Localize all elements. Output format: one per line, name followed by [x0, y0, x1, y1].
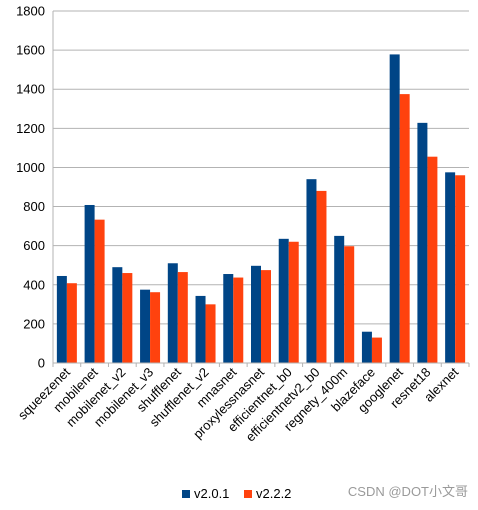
y-tick-label: 0: [38, 356, 45, 371]
bar-v2-0-1-alexnet: [445, 172, 456, 363]
y-tick-label: 800: [23, 199, 45, 214]
bar-v2-0-1-squeezenet: [56, 275, 67, 363]
bar-v2-2-2-mobilenet-v2: [122, 273, 133, 363]
bar-v2-2-2-resnet18: [427, 156, 438, 363]
bar-v2-0-1-googlenet: [389, 54, 400, 364]
y-tick-label: 1000: [16, 160, 45, 175]
legend-label: v2.2.2: [256, 486, 291, 501]
y-tick-label: 1800: [16, 4, 45, 19]
legend-swatch: [244, 490, 252, 498]
bar-v2-0-1-proxylessnasnet: [251, 265, 261, 363]
watermark-text: CSDN @DOT小文哥: [348, 484, 468, 499]
bar-v2-2-2-mobilenet-v3: [150, 292, 161, 363]
bar-v2-0-1-mobilenet-v2: [112, 267, 123, 363]
bar-v2-0-1-resnet18: [417, 122, 428, 363]
bar-v2-0-1-mobilenet: [84, 204, 95, 363]
x-axis-category-labels: squeezenetmobilenetmobilenet_v2mobilenet…: [15, 364, 462, 444]
legend-label: v2.0.1: [194, 486, 229, 501]
bar-v2-2-2-googlenet: [399, 94, 410, 363]
y-tick-label: 400: [23, 277, 45, 292]
bar-v2-2-2-shufflenet: [177, 272, 188, 363]
y-tick-label: 1200: [16, 121, 45, 136]
bar-v2-2-2-alexnet: [455, 175, 466, 363]
bar-v2-2-2-shufflenet-v2: [205, 304, 216, 363]
y-tick-label: 1400: [16, 82, 45, 97]
bar-v2-2-2-mobilenet: [94, 219, 105, 363]
bars: [56, 54, 466, 364]
y-axis-tick-labels: 0 200 400 600 800 1000 1200 1400 1600 1800: [16, 4, 45, 371]
axes: [52, 11, 470, 367]
legend-swatch: [182, 490, 190, 498]
bar-v2-2-2-efficientnet-b0: [288, 241, 299, 363]
bar-v2-2-2-proxylessnasnet: [261, 270, 271, 363]
y-tick-label: 200: [23, 316, 45, 331]
bar-v2-2-2-blazeface: [371, 337, 382, 363]
bar-v2-0-1-efficientnetv2-b0: [306, 179, 317, 363]
bar-v2-0-1-blazeface: [361, 331, 372, 363]
bar-v2-0-1-shufflenet-v2: [195, 295, 206, 363]
y-tick-label: 600: [23, 238, 45, 253]
bar-v2-0-1-regnety-400m: [334, 235, 345, 363]
bar-v2-0-1-mnasnet: [223, 274, 234, 363]
bar-v2-0-1-shufflenet: [167, 263, 178, 363]
bar-v2-2-2-efficientnetv2-b0: [316, 190, 327, 363]
bar-v2-2-2-regnety-400m: [344, 246, 355, 363]
legend: v2.0.1 v2.2.2: [182, 486, 291, 501]
bar-v2-2-2-squeezenet: [66, 283, 77, 363]
y-tick-label: 1600: [16, 43, 45, 58]
bar-v2-0-1-mobilenet-v3: [140, 289, 151, 363]
bar-v2-2-2-mnasnet: [233, 277, 244, 363]
bar-v2-0-1-efficientnet-b0: [278, 238, 289, 363]
